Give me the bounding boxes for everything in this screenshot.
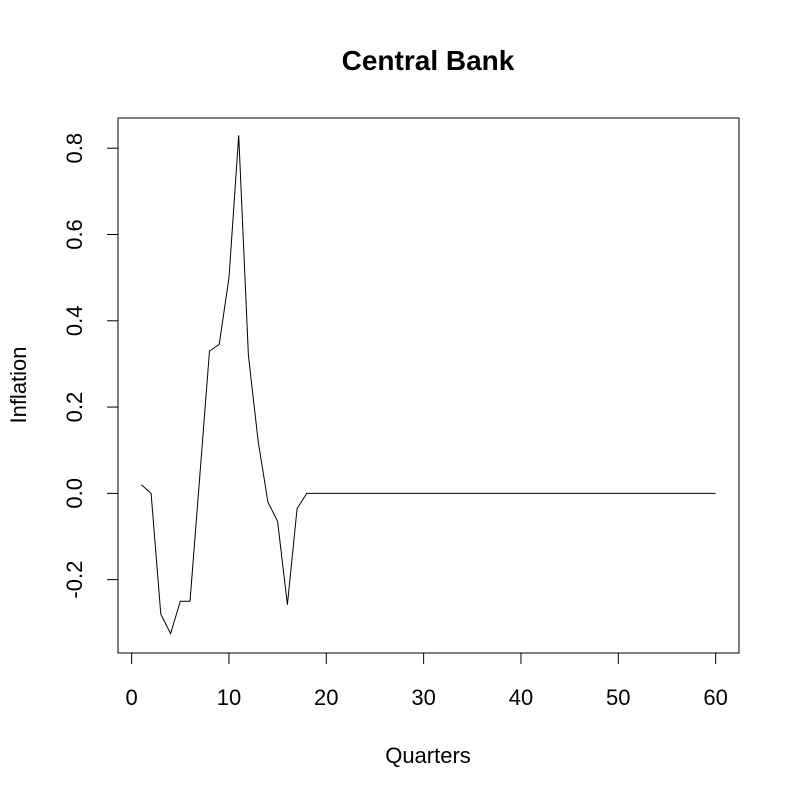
x-tick-label: 0 — [126, 685, 138, 710]
x-axis-label: Quarters — [385, 743, 471, 768]
y-axis: -0.2 0.0 0.2 0.4 0.6 0.8 — [62, 133, 119, 599]
x-tick-label: 10 — [217, 685, 241, 710]
y-tick-label: 0.2 — [62, 392, 87, 423]
y-tick-label: -0.2 — [62, 561, 87, 599]
x-tick-label: 30 — [411, 685, 435, 710]
series-layer — [141, 135, 716, 635]
y-tick-label: 0.4 — [62, 305, 87, 336]
x-tick-label: 60 — [703, 685, 727, 710]
y-tick-label: 0.0 — [62, 478, 87, 509]
x-tick-label: 50 — [606, 685, 630, 710]
x-tick-label: 20 — [314, 685, 338, 710]
y-tick-label: 0.8 — [62, 133, 87, 164]
y-tick-label: 0.6 — [62, 219, 87, 250]
x-tick-label: 40 — [509, 685, 533, 710]
plot-frame — [117, 117, 740, 654]
chart-title: Central Bank — [342, 45, 515, 76]
y-axis-label: Inflation — [6, 346, 31, 423]
x-axis: 0 10 20 30 40 50 60 — [126, 652, 728, 710]
series-line — [141, 135, 716, 635]
